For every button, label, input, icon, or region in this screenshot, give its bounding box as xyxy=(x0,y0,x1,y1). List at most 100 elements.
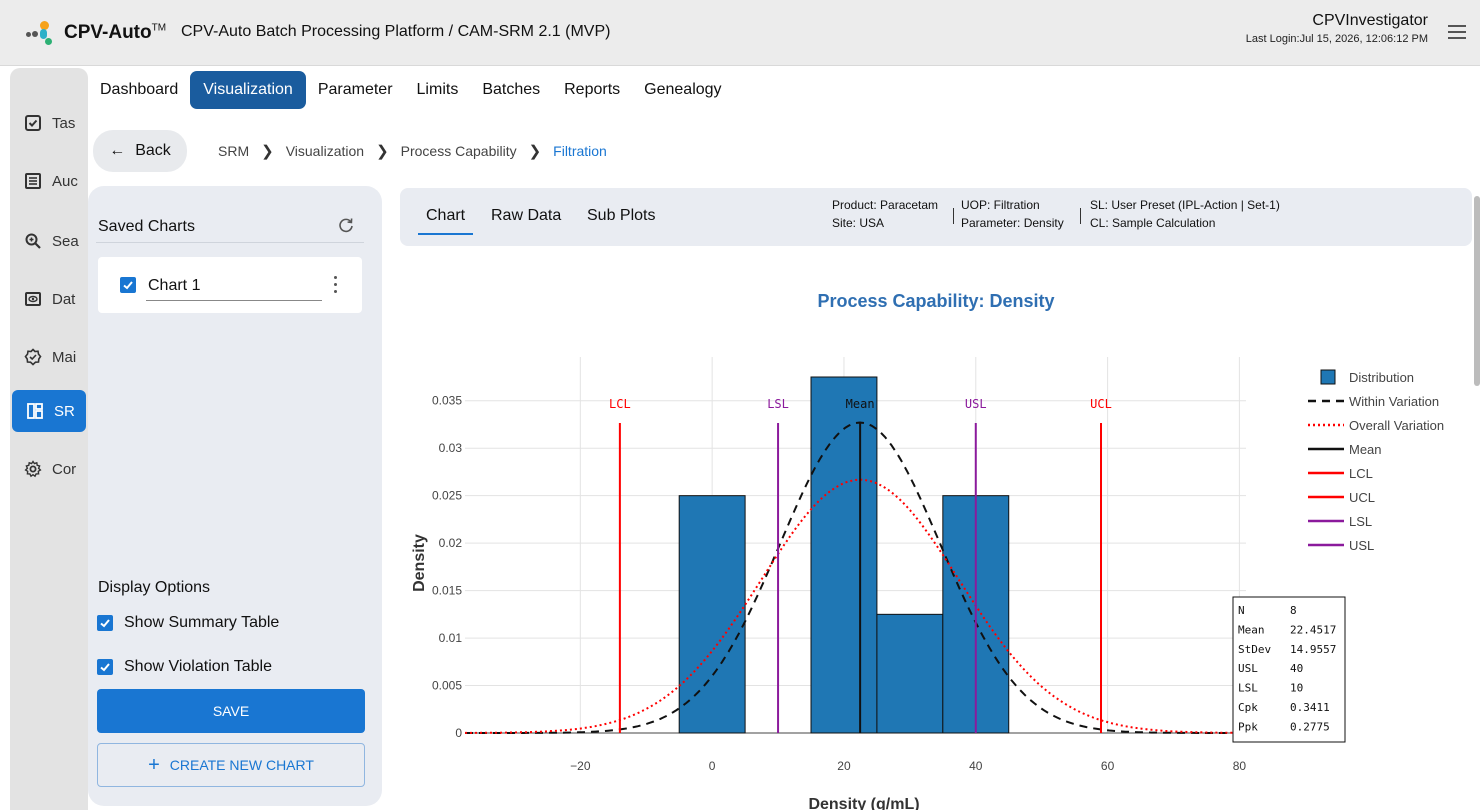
sidebar-item-config[interactable]: Cor xyxy=(10,448,88,490)
settings-gear-icon xyxy=(24,460,42,478)
x-tick-label: 20 xyxy=(837,759,851,773)
refresh-icon[interactable] xyxy=(337,216,355,234)
legend-label: Within Variation xyxy=(1349,394,1439,409)
saved-charts-title: Saved Charts xyxy=(98,218,195,235)
meta-parameter: Parameter: Density xyxy=(961,216,1064,230)
task-checkbox-icon xyxy=(25,115,41,131)
breadcrumb-process-capability[interactable]: Process Capability xyxy=(400,143,517,159)
checkmark-icon xyxy=(123,281,133,290)
vline-label-lcl: LCL xyxy=(609,397,631,411)
vline-label-ucl: UCL xyxy=(1090,397,1112,411)
tab-reports[interactable]: Reports xyxy=(564,81,621,98)
back-button[interactable]: ← Back xyxy=(93,130,187,172)
chevron-right-icon: ❯ xyxy=(528,143,542,160)
y-tick-label: 0.02 xyxy=(439,536,463,550)
sidebar-item-data[interactable]: Dat xyxy=(10,278,88,320)
sidebar-item-label: SR xyxy=(54,402,75,420)
tab-dashboard[interactable]: Dashboard xyxy=(100,81,179,98)
histogram-bars xyxy=(678,376,1010,734)
logo-text: CPV-AutoTM xyxy=(64,22,167,43)
hamburger-menu-icon[interactable] xyxy=(1448,25,1466,39)
process-capability-chart: LCL LSL Mean USL UCL −20 0 20 40 60 80 0 0.005 0.01… xyxy=(411,291,1444,810)
user-info: CPVInvestigator Last Login:Jul 15, 2026,… xyxy=(1246,12,1428,45)
breadcrumb-visualization[interactable]: Visualization xyxy=(285,143,365,159)
sidebar-item-maintenance[interactable]: Mai xyxy=(10,336,88,378)
user-name[interactable]: CPVInvestigator xyxy=(1312,12,1428,29)
data-eye-icon xyxy=(25,292,41,306)
tab-genealogy[interactable]: Genealogy xyxy=(644,81,722,98)
chart-title: Process Capability: Density xyxy=(817,291,1054,311)
app-title: CPV-Auto Batch Processing Platform / CAM… xyxy=(181,23,611,40)
audit-list-icon xyxy=(25,173,41,189)
tab-chart[interactable]: Chart xyxy=(417,207,474,235)
saved-chart-item[interactable]: Chart 1 xyxy=(98,257,362,313)
saved-charts-panel: Saved Charts Chart 1 Display Options Sho… xyxy=(88,186,382,806)
stats-value: 0.2775 xyxy=(1290,720,1330,733)
checkmark-icon xyxy=(100,663,110,672)
x-tick-label: −20 xyxy=(570,759,591,773)
y-tick-label: 0 xyxy=(455,726,462,740)
stats-box xyxy=(1232,596,1346,743)
sidebar-item-label: Dat xyxy=(52,290,76,308)
x-axis: −20 0 20 40 60 80 xyxy=(570,759,1246,773)
main-nav: Dashboard Visualization Parameter Limits… xyxy=(88,68,734,112)
y-tick-label: 0.005 xyxy=(432,679,462,693)
tab-limits[interactable]: Limits xyxy=(416,81,459,98)
save-button[interactable]: SAVE xyxy=(97,689,365,733)
stats-value: 22.4517 xyxy=(1290,623,1336,636)
show-summary-table-checkbox[interactable] xyxy=(97,615,113,631)
left-sidebar: Tas Auc Sea Dat Mai SR Cor xyxy=(10,68,88,810)
legend-swatch xyxy=(1320,369,1336,385)
chevron-right-icon: ❯ xyxy=(376,143,389,160)
breadcrumb-filtration: Filtration xyxy=(553,143,607,159)
x-axis-title: Density (g/mL) xyxy=(808,796,919,810)
stats-value: 14.9557 xyxy=(1290,643,1336,656)
vertical-scrollbar[interactable] xyxy=(1474,196,1480,386)
x-tick-label: 80 xyxy=(1233,759,1247,773)
chart-header: Chart Raw Data Sub Plots Product: Parace… xyxy=(400,188,1472,246)
tab-raw-data[interactable]: Raw Data xyxy=(491,207,562,224)
breadcrumb-srm[interactable]: SRM xyxy=(218,143,250,159)
y-tick-label: 0.025 xyxy=(432,489,462,503)
chart-name-underline xyxy=(146,300,322,301)
tab-parameter[interactable]: Parameter xyxy=(317,81,393,98)
more-vert-icon[interactable] xyxy=(334,276,338,294)
chevron-right-icon: ❯ xyxy=(261,143,274,160)
y-tick-label: 0.035 xyxy=(432,394,462,408)
legend-label: LSL xyxy=(1349,514,1372,529)
sidebar-item-search[interactable]: Sea xyxy=(10,220,88,262)
within-variation-curve xyxy=(465,421,1246,734)
legend-label: UCL xyxy=(1349,490,1375,505)
vline-label-usl: USL xyxy=(965,397,987,411)
breadcrumb: SRM ❯ Visualization ❯ Process Capability… xyxy=(218,142,607,160)
meta-product: Product: Paracetam xyxy=(832,198,939,212)
histogram-bar xyxy=(876,613,944,734)
tab-batches[interactable]: Batches xyxy=(482,81,541,98)
show-summary-table-label: Show Summary Table xyxy=(124,614,280,631)
tab-sub-plots[interactable]: Sub Plots xyxy=(587,207,656,224)
sidebar-item-srm[interactable]: SR xyxy=(12,390,86,432)
meta-uop-parameter: UOP: Filtration Parameter: Density xyxy=(961,196,1064,232)
meta-cl: CL: Sample Calculation xyxy=(1090,216,1216,230)
last-login: Last Login:Jul 15, 2026, 12:06:12 PM xyxy=(1245,33,1428,45)
y-tick-label: 0.01 xyxy=(439,631,463,645)
chart-name[interactable]: Chart 1 xyxy=(148,277,201,294)
sidebar-item-audit[interactable]: Auc xyxy=(10,160,88,202)
app-logo[interactable]: CPV-AutoTM xyxy=(26,17,166,49)
legend-label: Distribution xyxy=(1349,370,1414,385)
search-zoom-icon xyxy=(25,233,41,249)
overall-variation-curve xyxy=(465,478,1246,734)
sidebar-item-tasks[interactable]: Tas xyxy=(10,102,88,144)
stats-label: Ppk xyxy=(1238,720,1258,733)
stats-value: 0.3411 xyxy=(1290,701,1330,714)
sidebar-item-label: Sea xyxy=(52,232,79,250)
legend-label: Overall Variation xyxy=(1349,418,1444,433)
show-violation-table-checkbox[interactable] xyxy=(97,659,113,675)
chart-checkbox[interactable] xyxy=(120,277,136,293)
vline-label-lsl: LSL xyxy=(767,397,789,411)
tab-visualization[interactable]: Visualization xyxy=(190,71,306,109)
vline-label-mean: Mean xyxy=(846,397,875,411)
stats-label: StDev xyxy=(1238,643,1271,656)
create-new-chart-button[interactable]: + CREATE NEW CHART xyxy=(97,743,365,787)
legend-label: LCL xyxy=(1349,466,1373,481)
